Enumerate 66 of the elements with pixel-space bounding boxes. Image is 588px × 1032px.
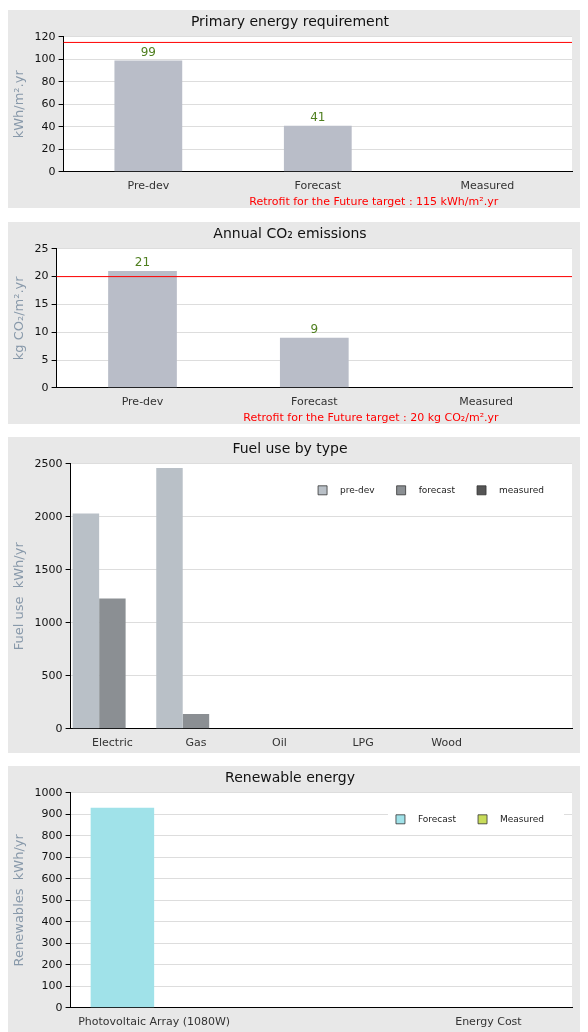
y-tick-label: 800 <box>41 828 63 842</box>
x-tick-label: LPG <box>352 736 374 750</box>
x-tick-label: Pre-dev <box>121 395 164 409</box>
y-tick-label: 300 <box>41 936 63 950</box>
ref-line-label: Retrofit for the Future target : 115 kWh/m².yr <box>249 195 499 209</box>
ref-line-label: Retrofit for the Future target : 20 kg CO₂/m².yr <box>243 411 500 425</box>
y-tick-label: 2000 <box>34 509 63 523</box>
x-tick-label: Oil <box>272 736 287 750</box>
y-tick-label: 10 <box>34 325 49 339</box>
y-tick-label: 15 <box>34 297 49 311</box>
legend-label: Forecast <box>417 814 457 825</box>
y-tick-label: 400 <box>41 914 63 928</box>
y-tick-label: 0 <box>55 1000 63 1014</box>
bar <box>156 468 183 729</box>
x-tick-label: Electric <box>92 736 133 750</box>
y-tick-label: 600 <box>41 871 63 885</box>
y-tick-label: 1500 <box>34 562 63 576</box>
y-tick-label: 20 <box>34 269 49 283</box>
y-tick-label: 25 <box>34 241 49 255</box>
x-tick-label: Measured <box>460 179 515 193</box>
bar <box>72 513 100 729</box>
data-label: 99 <box>140 44 156 59</box>
y-tick-label: 100 <box>41 979 63 993</box>
y-tick-label: 20 <box>41 142 56 156</box>
y-tick-label: 0 <box>41 380 49 394</box>
legend-label: forecast <box>418 485 456 496</box>
y-tick-label: 0 <box>55 721 63 735</box>
y-tick-label: 700 <box>41 850 63 864</box>
y-tick-label: 120 <box>34 29 56 43</box>
data-label: 9 <box>310 321 319 336</box>
x-tick-label: Wood <box>431 736 462 750</box>
y-tick-label: 100 <box>34 52 56 66</box>
y-tick-label: 80 <box>41 74 56 88</box>
y-axis-title: Fuel use kWh/yr <box>11 541 27 651</box>
chart-title: Renewable energy <box>225 769 355 786</box>
chart-title: Primary energy requirement <box>190 13 390 30</box>
x-tick-label: Photovoltaic Array (1080W) <box>78 1015 231 1029</box>
y-tick-label: 2500 <box>34 456 63 470</box>
y-tick-label: 500 <box>41 668 63 682</box>
legend-label: pre-dev <box>340 485 376 496</box>
x-tick-label: Measured <box>459 395 513 409</box>
x-tick-label: Gas <box>185 736 207 750</box>
chart-title: Fuel use by type <box>232 440 348 457</box>
y-tick-label: 40 <box>41 119 56 133</box>
y-tick-label: 1000 <box>34 615 63 629</box>
x-tick-label: Pre-dev <box>127 179 170 193</box>
data-label: 41 <box>310 109 326 124</box>
data-label: 21 <box>134 255 151 270</box>
chart-title: Annual CO₂ emissions <box>213 225 367 242</box>
bar <box>182 713 210 729</box>
y-axis-title: Renewables kWh/yr <box>11 833 27 967</box>
y-axis-title: kg CO₂/m².yr <box>11 275 27 361</box>
x-tick-label: Forecast <box>291 395 339 409</box>
y-tick-label: 200 <box>41 957 63 971</box>
legend-label: Measured <box>500 814 545 825</box>
y-tick-label: 0 <box>48 164 56 178</box>
y-axis-title: kWh/m².yr <box>11 69 27 139</box>
y-tick-label: 500 <box>41 893 63 907</box>
bar <box>99 598 126 729</box>
y-tick-label: 60 <box>41 97 56 111</box>
legend-label: measured <box>499 485 544 496</box>
y-tick-label: 1000 <box>34 785 63 799</box>
x-tick-label: Energy Cost <box>455 1015 523 1029</box>
y-tick-label: 900 <box>41 807 63 821</box>
y-tick-label: 5 <box>41 352 49 366</box>
x-tick-label: Forecast <box>294 179 342 193</box>
